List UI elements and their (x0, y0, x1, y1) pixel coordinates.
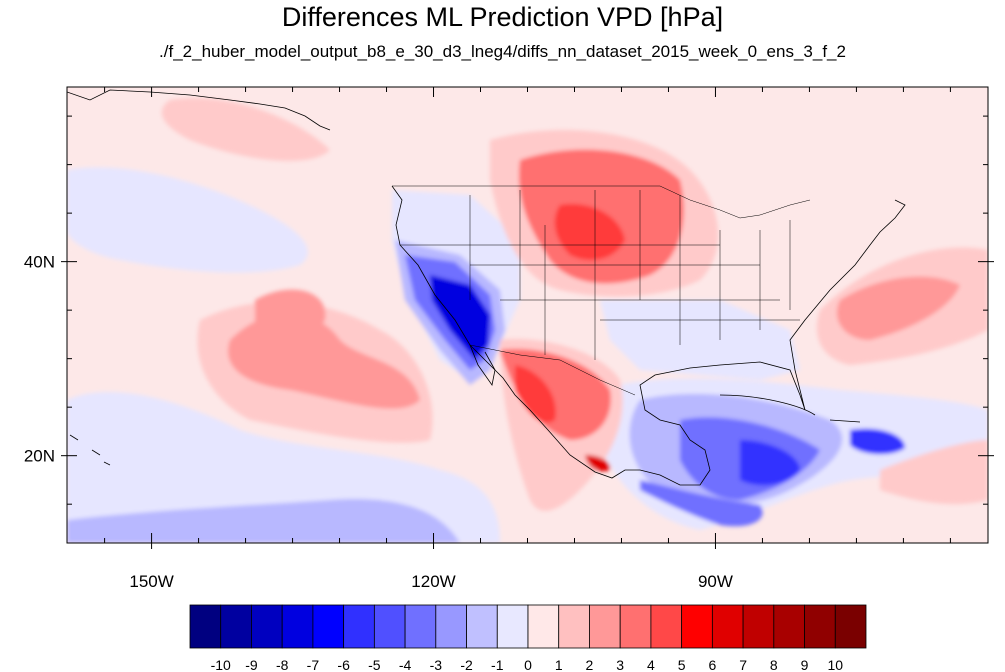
field-neg1-north-pacific (67, 167, 308, 273)
colorbar-swatch (189, 604, 222, 649)
colorbar-swatch (619, 604, 652, 649)
colorbar-swatch (312, 604, 345, 649)
coastline-hispaniola (829, 419, 861, 423)
colorbar-swatch (251, 604, 283, 649)
lon-tick-label: 150W (129, 572, 173, 591)
field-pos5-mexico (515, 365, 556, 423)
lat-tick-label: 20N (24, 447, 55, 466)
map-title: Differences ML Prediction VPD [hPa] (281, 2, 724, 32)
colorbar-label: 3 (616, 657, 624, 672)
colorbar-swatch (496, 604, 529, 649)
colorbar-swatch (466, 604, 498, 649)
colorbar-swatch (527, 604, 560, 649)
colorbar-label: 2 (586, 657, 594, 672)
state-borders (392, 185, 811, 396)
colorbar-swatch (404, 604, 437, 649)
colorbar-label: 7 (739, 657, 747, 672)
colorbar-swatch (435, 604, 467, 649)
coastline-hawaii (69, 434, 111, 466)
colorbar-swatch (220, 604, 252, 649)
colorbar-swatch (681, 604, 713, 649)
colorbar-swatch (742, 604, 775, 649)
field-pos1-east-atlantic (880, 440, 988, 505)
colorbar-label: 1 (555, 657, 563, 672)
colorbar-label: -2 (460, 657, 473, 672)
colorbar-swatch (558, 604, 590, 649)
lon-tick-label: 90W (698, 572, 733, 591)
field-neg2-south-pacific (67, 499, 460, 543)
colorbar-label: -7 (307, 657, 320, 672)
lon-tick-label: 120W (411, 572, 455, 591)
field-neg6-caribbean (740, 440, 800, 486)
field-neg6-southwest (430, 275, 490, 360)
colorbar-label: -6 (337, 657, 350, 672)
field-pos6-isthmus (585, 455, 611, 472)
border-us-canada (392, 185, 811, 219)
colorbar-swatch (711, 604, 744, 649)
colorbar-swatch (804, 604, 836, 649)
colorbar-label: -10 (211, 657, 231, 672)
field-pos1-gulf-alaska (161, 98, 330, 161)
field-pos2-north-pacific (255, 289, 326, 340)
border-grid-horizontal (400, 244, 800, 321)
colorbar-swatch (343, 604, 375, 649)
field-neg6-greater-antilles (850, 428, 905, 455)
colorbar-label: 9 (801, 657, 809, 672)
colorbar-swatch (373, 604, 406, 649)
colorbar-label: -8 (276, 657, 289, 672)
coastline-alaska (67, 89, 331, 131)
colorbar-label: -4 (399, 657, 412, 672)
colorbar-swatch (834, 604, 867, 649)
coastline-north-america (391, 185, 906, 486)
colorbar-label: -3 (430, 657, 443, 672)
border-us-mexico (469, 344, 636, 396)
border-grid-east (679, 195, 791, 345)
colorbar-label: 8 (770, 657, 778, 672)
coastline-baja (469, 344, 496, 386)
field-neg3-yucatan (640, 480, 763, 527)
colorbar: -10 -9 -8 -7 -6 -5 -4 -3 -2 -1 0 1 2 3 4 5 6 7 8 9 10 (189, 604, 867, 672)
colorbar-label: 4 (647, 657, 655, 672)
vpd-difference-field (67, 87, 988, 543)
field-pos2-atlantic (836, 276, 960, 340)
colorbar-swatch (281, 604, 314, 649)
lat-tick-label: 40N (24, 253, 55, 272)
colorbar-label: -1 (491, 657, 504, 672)
colorbar-swatch (589, 604, 621, 649)
colorbar-swatch (650, 604, 683, 649)
map-subtitle: ./f_2_huber_model_output_b8_e_30_d3_lneg… (159, 42, 846, 61)
colorbar-label: -5 (368, 657, 381, 672)
colorbar-label: 10 (827, 657, 843, 672)
map-axes: 150W 120W 90W 40N 20N (24, 87, 994, 591)
colorbar-label: 0 (524, 657, 532, 672)
colorbar-swatch (773, 604, 805, 649)
coastlines (67, 89, 906, 486)
colorbar-label: 5 (678, 657, 686, 672)
field-pos5-plains (554, 204, 625, 260)
coastline-cuba (719, 394, 816, 416)
colorbar-label: -9 (245, 657, 258, 672)
colorbar-label: 6 (708, 657, 716, 672)
